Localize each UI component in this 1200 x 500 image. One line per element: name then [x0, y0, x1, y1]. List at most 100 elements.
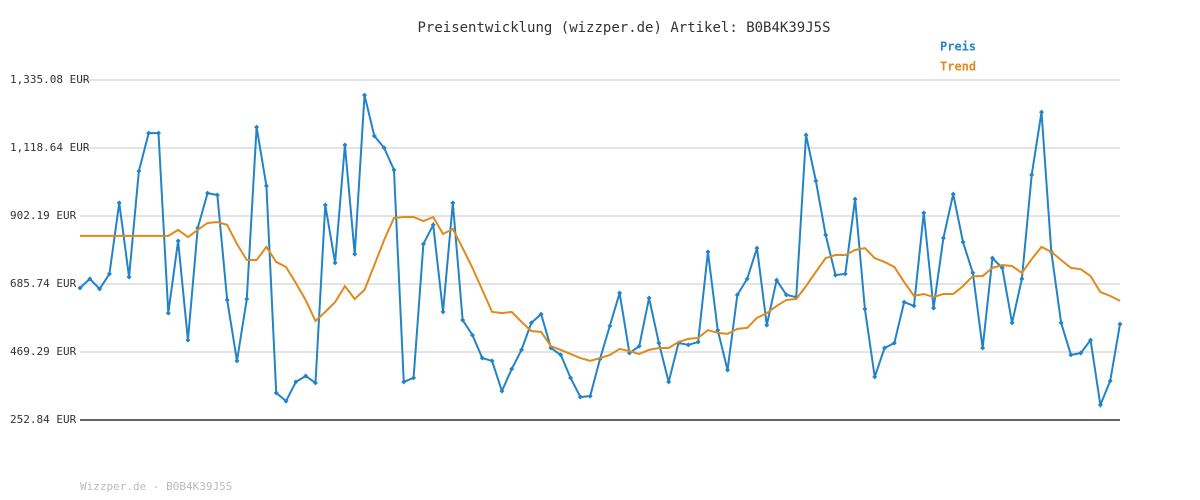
point [303, 373, 309, 379]
point [931, 305, 937, 311]
point [352, 251, 358, 257]
point [126, 274, 132, 280]
point [87, 276, 93, 282]
point [685, 342, 691, 348]
point [813, 178, 819, 184]
point [842, 271, 848, 277]
point [852, 196, 858, 202]
point [725, 367, 731, 373]
y-tick-label: 1,335.08 EUR [10, 73, 90, 86]
point [823, 232, 829, 238]
point [980, 345, 986, 351]
point [705, 249, 711, 255]
point [244, 296, 250, 302]
point [106, 271, 112, 277]
point [283, 398, 289, 404]
point [901, 299, 907, 305]
point [989, 255, 995, 261]
point [263, 183, 269, 189]
point [175, 238, 181, 244]
series-line [80, 215, 1121, 362]
y-tick-label: 252.84 EUR [10, 413, 77, 426]
point [764, 322, 770, 328]
point [734, 292, 740, 298]
point [214, 192, 220, 198]
point [832, 272, 838, 278]
y-tick-label: 1,118.64 EUR [10, 141, 90, 154]
point [469, 332, 475, 338]
point [1039, 109, 1045, 115]
point [116, 200, 122, 206]
y-tick-label: 469.29 EUR [10, 345, 77, 358]
point [882, 345, 888, 351]
point [450, 200, 456, 206]
point [205, 190, 211, 196]
point [381, 145, 387, 151]
point [999, 265, 1005, 271]
point [1068, 352, 1074, 358]
point [1019, 276, 1025, 282]
point [77, 285, 83, 291]
point [666, 379, 672, 385]
point [254, 124, 260, 130]
point [362, 92, 368, 98]
point [950, 191, 956, 197]
point [774, 277, 780, 283]
point [332, 260, 338, 266]
point [312, 380, 318, 386]
point [440, 309, 446, 315]
point [1097, 402, 1103, 408]
point [97, 286, 103, 292]
point [528, 320, 534, 326]
point [371, 133, 377, 139]
point [224, 297, 230, 303]
point [891, 340, 897, 346]
point [1107, 378, 1113, 384]
point [754, 245, 760, 251]
point [136, 168, 142, 174]
point [911, 303, 917, 309]
point [146, 130, 152, 136]
point [411, 375, 417, 381]
point [293, 379, 299, 385]
point [646, 295, 652, 301]
y-tick-label: 902.19 EUR [10, 209, 77, 222]
legend-label: Trend [940, 60, 976, 74]
point [970, 270, 976, 276]
point [401, 379, 407, 385]
point [322, 202, 328, 208]
point [391, 167, 397, 173]
point [636, 343, 642, 349]
legend-label: Preis [940, 40, 976, 54]
point [420, 241, 426, 247]
point [165, 310, 171, 316]
point [479, 355, 485, 361]
point [499, 388, 505, 394]
point [460, 317, 466, 323]
point [960, 239, 966, 245]
chart-title: Preisentwicklung (wizzper.de) Artikel: B… [417, 20, 830, 36]
point [155, 130, 161, 136]
point [538, 311, 544, 317]
point [1058, 320, 1064, 326]
point [872, 374, 878, 380]
point [185, 337, 191, 343]
point [558, 352, 564, 358]
point [273, 390, 279, 396]
point [1117, 321, 1123, 327]
point [1078, 350, 1084, 356]
point [617, 290, 623, 296]
point [1029, 172, 1035, 178]
footer: Wizzper.de - B0B4K39J5S [80, 480, 232, 493]
point [1009, 320, 1015, 326]
point [803, 132, 809, 138]
point [695, 339, 701, 345]
point [234, 358, 240, 364]
point [656, 340, 662, 346]
point [1088, 337, 1094, 343]
point [577, 394, 583, 400]
y-tick-label: 685.74 EUR [10, 277, 77, 290]
